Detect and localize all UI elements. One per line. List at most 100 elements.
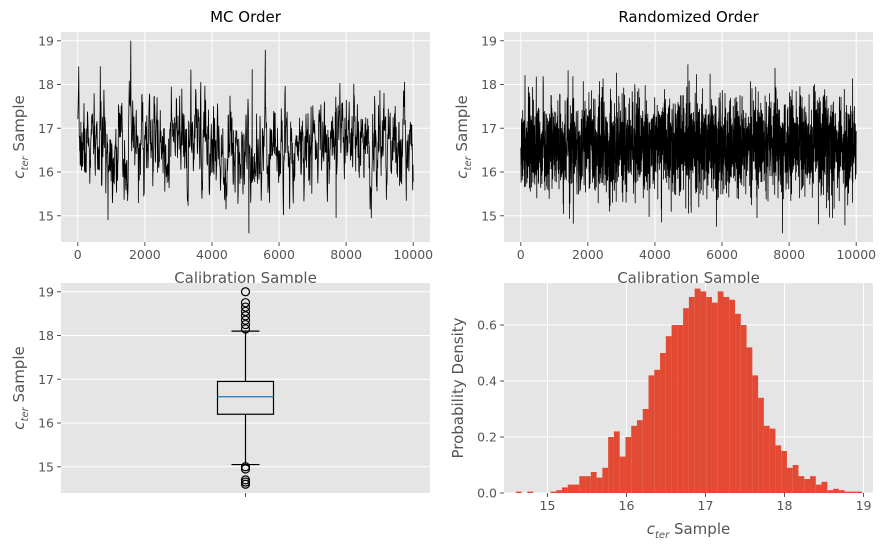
histogram-bar — [729, 299, 736, 493]
histogram-bar — [527, 491, 534, 493]
histogram-bar — [740, 325, 747, 493]
y-tick-label: 19 — [38, 33, 54, 48]
y-tick-label: 19 — [481, 33, 497, 48]
histogram-bar — [573, 484, 580, 493]
randomized-order-trace-panel: 0 2000 4000 6000 8000 10000 15 16 17 18 19 Random… — [453, 8, 876, 287]
y-axis-label: cter Sample — [10, 95, 31, 178]
y-axis-label-symbol: c — [10, 421, 28, 430]
x-ticks: 15 16 17 18 19 — [540, 493, 872, 513]
y-tick-label: 15 — [38, 208, 54, 223]
x-tick-label: 16 — [619, 498, 635, 513]
histogram-bar — [815, 484, 822, 493]
histogram-bar — [700, 291, 707, 493]
histogram-bar — [619, 456, 626, 493]
histogram-bar — [567, 484, 574, 493]
outlier-point — [240, 315, 251, 325]
x-tick-label: 8000 — [330, 247, 362, 262]
histogram-bar — [792, 465, 799, 493]
x-tick-label: 4000 — [639, 247, 671, 262]
y-ticks: 15 16 17 18 19 — [38, 284, 61, 474]
histogram-bar — [856, 491, 862, 493]
histogram-bar — [821, 481, 828, 493]
histogram-bar — [838, 490, 845, 493]
boxplot-marks — [216, 287, 275, 489]
y-tick-label: 0.4 — [477, 374, 497, 389]
trace-lines — [77, 40, 414, 234]
x-axis-label-text: Sample — [669, 520, 730, 538]
histogram-bar — [723, 297, 730, 493]
x-ticks: 0 2000 4000 6000 8000 10000 — [74, 242, 433, 262]
histogram-bar — [717, 291, 724, 493]
y-axis-label: cter Sample — [453, 95, 474, 178]
x-tick-label: 10000 — [393, 247, 433, 262]
histogram-bar — [602, 467, 609, 493]
mc-order-trace-panel: 0 2000 4000 6000 8000 10000 15 16 17 18 19 MC Ord… — [10, 8, 433, 287]
y-tick-label: 0.2 — [477, 430, 497, 445]
boxplot-panel: 15 16 17 18 19 cter Sample — [10, 283, 430, 497]
histogram-bar — [752, 375, 759, 493]
histogram-bar — [515, 491, 522, 493]
histogram-bar — [613, 431, 620, 493]
outlier-point — [240, 479, 251, 489]
y-tick-label: 19 — [38, 284, 54, 299]
trace-line-randomized — [520, 64, 857, 234]
histogram-bar — [596, 477, 603, 493]
y-tick-label: 17 — [38, 121, 54, 136]
histogram-bar — [810, 476, 816, 493]
trace-lines — [520, 64, 857, 234]
x-tick-label: 17 — [698, 498, 714, 513]
y-axis-label-text: Sample — [10, 95, 28, 156]
y-axis-label-text: Sample — [10, 346, 28, 407]
outlier-point — [240, 324, 251, 334]
y-ticks: 15 16 17 18 19 — [481, 33, 504, 223]
x-axis-label-subscript: ter — [655, 530, 670, 541]
y-tick-label: 16 — [38, 416, 54, 431]
histogram-bar — [642, 409, 649, 493]
y-axis-label-subscript: ter — [20, 155, 31, 170]
histogram-bar — [781, 451, 787, 493]
y-tick-label: 0.0 — [477, 486, 497, 501]
outlier-point — [240, 287, 251, 297]
histogram-bar — [833, 488, 839, 493]
histogram-bar — [769, 428, 776, 493]
y-axis-label-subscript: ter — [20, 406, 31, 421]
x-tick-label: 18 — [777, 498, 793, 513]
y-axis-label: Probability Density — [449, 317, 467, 458]
y-axis-label-symbol: c — [10, 170, 28, 179]
x-tick-label: 0 — [517, 247, 525, 262]
y-tick-label: 18 — [38, 328, 54, 343]
y-tick-label: 15 — [481, 208, 497, 223]
histogram-bar — [631, 425, 637, 493]
histogram-bar — [660, 353, 666, 493]
histogram-bar — [579, 476, 586, 493]
x-tick-label: 4000 — [196, 247, 228, 262]
y-axis-label-text: Sample — [453, 95, 471, 156]
histogram-bar — [844, 491, 851, 493]
x-tick-label: 10000 — [836, 247, 876, 262]
histogram-bar — [804, 479, 811, 493]
y-axis-label: cter Sample — [10, 346, 31, 429]
histogram-bar — [677, 325, 684, 493]
y-tick-label: 15 — [38, 459, 54, 474]
y-tick-label: 17 — [481, 121, 497, 136]
histogram-bar — [665, 336, 672, 493]
x-tick-label: 8000 — [773, 247, 805, 262]
histogram-bar — [648, 375, 655, 493]
x-axis-label: cter Sample — [647, 520, 730, 541]
x-tick-label: 2000 — [572, 247, 604, 262]
histogram-bar — [608, 437, 614, 493]
histogram-bar — [758, 397, 764, 493]
histogram-bar — [590, 472, 597, 493]
histogram-bar — [561, 487, 568, 493]
x-tick-label: 15 — [540, 498, 556, 513]
x-axis-label: Calibration Sample — [617, 269, 760, 287]
chart-title: MC Order — [210, 8, 282, 26]
histogram-bar — [746, 347, 753, 493]
trace-line-mc-order — [77, 40, 414, 234]
histogram-bar — [636, 420, 643, 493]
histogram-bar — [550, 491, 557, 493]
histogram-bar — [625, 437, 632, 493]
histogram-bar — [671, 325, 678, 493]
chart-title: Randomized Order — [618, 8, 759, 26]
outlier-point — [240, 298, 251, 308]
